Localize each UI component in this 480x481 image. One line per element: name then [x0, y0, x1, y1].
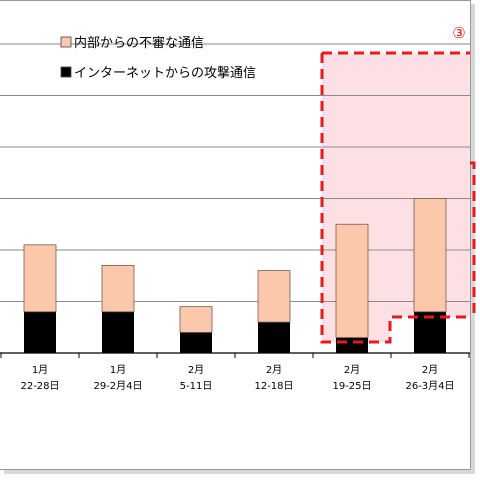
- x-tick-label-month: 2月: [266, 364, 282, 376]
- legend-swatch: [60, 36, 72, 48]
- x-tick-label-month: 1月: [32, 364, 48, 376]
- x-tick-label-range: 26-3月4日: [405, 380, 454, 392]
- x-tick-label-month: 2月: [422, 364, 438, 376]
- annotation-label: ③: [452, 24, 465, 42]
- legend-swatch: [60, 66, 72, 78]
- bar-segment-internal-suspicious: [179, 306, 213, 333]
- annotation-outline-right: [470, 161, 476, 317]
- x-tick-label-range: 29-2月4日: [93, 380, 142, 392]
- bar-segment-internal-suspicious: [335, 223, 369, 338]
- bar-segment-internet-attack: [414, 311, 446, 353]
- annotation-outline-lower: [320, 53, 470, 344]
- x-tick-label-month: 1月: [110, 364, 126, 376]
- bar-segment-internet-attack: [102, 311, 134, 353]
- x-tick-label-range: 19-25日: [332, 381, 371, 392]
- bar-segment-internal-suspicious: [257, 270, 291, 323]
- bar-segment-internet-attack: [336, 337, 368, 353]
- x-tick-label-month: 2月: [188, 364, 204, 376]
- x-tick-label-month: 2月: [344, 364, 360, 376]
- x-tick-label-range: 5-11日: [180, 381, 213, 392]
- bar-segment-internet-attack: [180, 332, 212, 353]
- bar-segment-internet-attack: [258, 322, 290, 353]
- bar-segment-internal-suspicious: [23, 244, 57, 313]
- legend-label: インターネットからの攻撃通信: [74, 65, 256, 81]
- bar-segment-internal-suspicious: [101, 265, 135, 313]
- bar-segment-internal-suspicious: [413, 198, 447, 313]
- chart-frame: 1月 22-28日 1月 29-2月4日 2月 5-11日 2月 12-18日 2月 19-25日…: [0, 0, 476, 470]
- x-tick-label-range: 12-18日: [254, 381, 293, 392]
- bar-segment-internet-attack: [24, 311, 56, 353]
- legend-label: 内部からの不審な通信: [74, 35, 204, 51]
- x-tick-label-range: 22-28日: [20, 381, 59, 392]
